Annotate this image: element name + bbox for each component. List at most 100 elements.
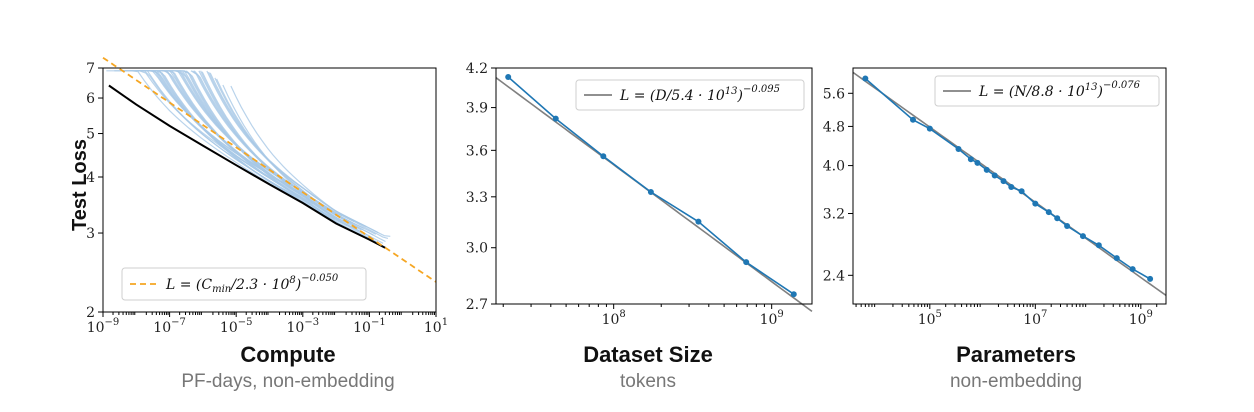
data-point	[1032, 200, 1039, 207]
compute-fit-path	[102, 56, 437, 283]
y-tick-label: 2	[86, 305, 95, 321]
data-point	[552, 115, 559, 122]
data-point	[1095, 242, 1102, 249]
x-tick-label: 10−3	[287, 317, 320, 336]
training-run-curve	[193, 70, 377, 235]
legend-box	[121, 267, 367, 301]
data-point	[1008, 184, 1015, 191]
training-run-curve	[122, 70, 311, 206]
data-point	[1129, 266, 1136, 273]
legend-label: L = (D/5.4 · 1013)−0.095	[619, 84, 780, 104]
compute-frontier-path	[108, 84, 386, 249]
training-run-curve	[200, 70, 372, 238]
compute-frontier	[108, 84, 386, 249]
data-point	[647, 188, 654, 195]
training-run-curve	[201, 71, 384, 244]
y-tick-label: 2.7	[466, 297, 488, 313]
y-tick-label: 5.6	[823, 86, 845, 102]
training-run-curve	[162, 70, 348, 227]
x-tick-label: 10−7	[153, 317, 186, 336]
training-run-curve	[138, 70, 326, 213]
y-tick-label: 3.9	[466, 101, 488, 117]
data-point	[1147, 275, 1154, 282]
training-run-curve	[216, 78, 386, 243]
training-run-curve	[190, 70, 352, 223]
data-point	[926, 125, 933, 132]
legend-label: L = (Cmin/2.3 · 108)−0.050	[165, 273, 339, 295]
training-runs	[106, 70, 391, 245]
data-point	[1113, 255, 1120, 262]
y-tick-label: 4.8	[823, 119, 845, 135]
data-point	[1018, 188, 1025, 195]
training-run-curve	[176, 70, 350, 225]
parameters-legend: L = (N/8.8 · 1013)−0.076	[934, 75, 1160, 107]
x-tick-label: 10−1	[353, 317, 386, 336]
x-tick-label: 107	[1023, 309, 1047, 328]
data-point	[1079, 233, 1086, 240]
y-tick-label: 2.4	[823, 268, 845, 284]
y-tick-label: 6	[86, 91, 95, 107]
training-run-curve	[230, 85, 389, 239]
y-tick-label: 4.0	[823, 159, 845, 175]
training-run-curve	[178, 70, 362, 231]
compute-x-subtitle: PF-days, non-embedding	[181, 371, 394, 392]
y-tick-label: 4.2	[466, 61, 488, 77]
data-point	[983, 166, 990, 173]
y-tick-label: 3.6	[466, 143, 488, 159]
data-point	[967, 156, 974, 163]
data-point	[974, 159, 981, 166]
training-run-curve	[185, 70, 369, 240]
y-tick-label: 3.0	[466, 241, 488, 257]
data-point	[1054, 215, 1061, 222]
dataset-x-title: Dataset Size	[583, 342, 713, 367]
parameters-series-line	[864, 77, 1151, 280]
data-point	[743, 259, 750, 266]
y-tick-label: 4	[86, 170, 95, 186]
dataset-x-subtitle: tokens	[620, 371, 676, 392]
y-tick-label: 7	[86, 61, 95, 77]
dataset-legend: L = (D/5.4 · 1013)−0.095	[575, 79, 805, 111]
data-point	[600, 153, 607, 160]
data-point	[955, 146, 962, 153]
x-tick-label: 10−5	[220, 317, 253, 336]
parameters-panel: 105 107 109 2.4 3.2 4.0 4.8 5.6 L = (N/8.8 · 10…	[823, 67, 1167, 392]
data-point	[695, 218, 702, 225]
compute-x-title: Compute	[240, 342, 335, 367]
legend-box	[575, 79, 805, 111]
training-run-curve	[106, 70, 297, 200]
y-axis-label: Test Loss	[69, 139, 91, 231]
dataset-series	[505, 73, 797, 298]
legend-box	[934, 75, 1160, 107]
parameters-series	[862, 75, 1154, 282]
x-tick-label: 108	[602, 309, 626, 328]
data-point	[862, 75, 869, 82]
data-point	[505, 73, 512, 80]
y-tick-label: 3.2	[823, 207, 845, 223]
training-run-curve	[209, 72, 391, 237]
plot-frame	[495, 67, 813, 305]
data-point	[1000, 178, 1007, 185]
data-point	[1064, 222, 1071, 229]
y-tick-label: 3	[86, 226, 95, 242]
y-tick-label: 5	[86, 127, 95, 143]
x-tick-label: 10−9	[87, 317, 120, 336]
y-tick-label: 3.3	[466, 190, 488, 206]
parameters-x-subtitle: non-embedding	[950, 371, 1082, 392]
x-tick-label: 101	[424, 317, 448, 336]
training-run-curve	[146, 70, 333, 222]
data-point	[991, 172, 998, 179]
plot-frame	[102, 67, 437, 313]
compute-fit-line	[102, 56, 437, 283]
data-point	[790, 291, 797, 298]
data-point	[909, 116, 916, 123]
dataset-panel: 108 109 2.7 3.0 3.3 3.6 3.9 4.2 L = (D/5.4 · 10…	[466, 61, 813, 392]
data-point	[1045, 209, 1052, 216]
legend-label: L = (N/8.8 · 1013)−0.076	[978, 80, 1141, 100]
x-tick-label: 109	[1129, 309, 1153, 328]
plot-frame	[852, 67, 1167, 305]
compute-legend: L = (Cmin/2.3 · 108)−0.050	[121, 267, 367, 301]
parameters-x-title: Parameters	[956, 342, 1076, 367]
x-tick-label: 105	[918, 309, 942, 328]
